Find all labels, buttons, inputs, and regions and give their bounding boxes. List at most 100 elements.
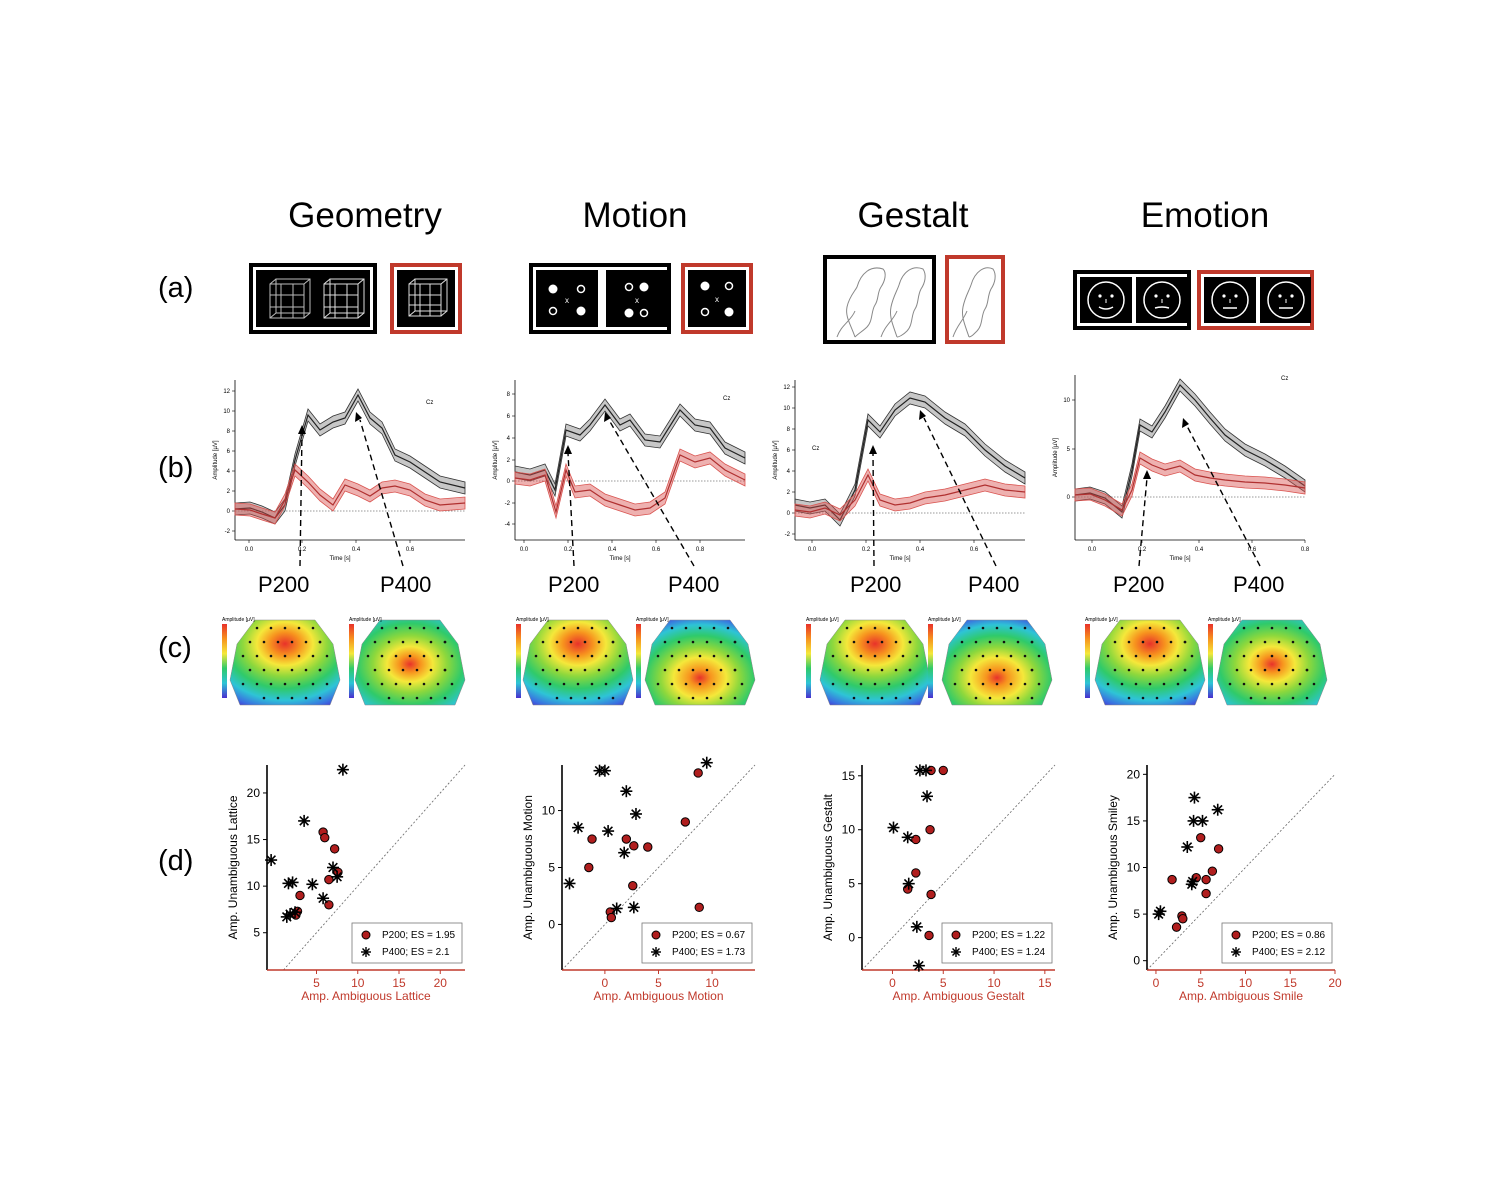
unambiguous-mean-line: [514, 404, 746, 492]
p200-point: [926, 889, 936, 900]
star-stroke: [621, 786, 632, 797]
electrode-dot: [838, 668, 842, 672]
electrode-dot: [726, 654, 730, 658]
electrode-dot: [290, 668, 294, 672]
electrode-dot: [1155, 696, 1159, 700]
electrode-dot: [443, 640, 447, 644]
electrode-dot: [562, 654, 566, 658]
y-tick-label: 0: [227, 509, 231, 515]
electrode-dot: [555, 640, 559, 644]
x-tick-label: 5: [313, 976, 320, 990]
p200-arrow-line: [1138, 477, 1148, 567]
x-tick-label: 0.8: [696, 547, 705, 553]
electrode-dot: [262, 668, 266, 672]
electrode-dot: [1298, 626, 1302, 630]
p200-point: [694, 902, 704, 913]
p200-arrow-line: [872, 452, 875, 567]
star-stroke: [290, 907, 300, 918]
row-label-a: (a): [158, 272, 194, 304]
electrode-dot: [1162, 654, 1166, 658]
star-stroke: [628, 902, 639, 913]
star-stroke: [564, 878, 575, 889]
row-label-b: (b): [158, 452, 194, 484]
peak-label-p400: P400: [1233, 572, 1285, 597]
star-stroke: [1188, 816, 1199, 826]
stimulus-smiley-ambiguous: [1197, 270, 1314, 330]
p400-point: [887, 821, 900, 834]
electrode-dot: [1037, 682, 1041, 686]
ambiguous-mean-line: [514, 454, 746, 515]
electrode-dot: [698, 682, 702, 686]
electrode-dot: [1242, 682, 1246, 686]
electrode-dot: [311, 682, 315, 686]
row-label-d: (d): [158, 845, 194, 877]
p200-point: [924, 930, 934, 941]
p400-point: [563, 877, 576, 890]
topomap-surface: [1094, 619, 1206, 706]
identity-line: [283, 764, 466, 971]
electrode-dot: [415, 696, 419, 700]
electrode-dot: [974, 640, 978, 644]
y-axis-label: Amplitude [µV]: [773, 440, 779, 479]
legend-box: [1221, 922, 1333, 964]
star-stroke: [1153, 909, 1164, 919]
electrode-dot: [276, 640, 280, 644]
p400-point: [1152, 908, 1165, 921]
p400-point: [627, 901, 640, 914]
star-stroke: [283, 878, 294, 889]
electrode-dot: [555, 696, 559, 700]
electrode-dot: [1127, 696, 1131, 700]
dots-icon: x: [624, 282, 649, 318]
electrode-dot: [325, 654, 329, 658]
scatter-plot: 0 5 10 15 20 0 5 10 15 20 Amp. Ambiguous Smile Amp.…: [1106, 765, 1342, 1003]
topomap-surface: [1216, 619, 1328, 706]
peak-label-p400: P400: [968, 572, 1020, 597]
electrode-dot: [1134, 654, 1138, 658]
electrode-dot: [953, 682, 957, 686]
electrode-dot: [611, 696, 615, 700]
electrode-dot: [733, 696, 737, 700]
lattice-icon: [408, 278, 448, 317]
electrode-dot: [590, 626, 594, 630]
electrode-dot: [887, 654, 891, 658]
electrode-dot: [422, 654, 426, 658]
p200-point: [320, 832, 330, 843]
dots-icon: x: [548, 284, 586, 316]
p400-point: [1181, 841, 1194, 853]
electrode-dot: [380, 626, 384, 630]
y-axis-label: Amplitude [µV]: [1053, 438, 1059, 477]
electrode-dot: [960, 640, 964, 644]
y-tick-label: 12: [783, 385, 790, 391]
electrode-dot: [1277, 640, 1281, 644]
scalp-topomap: Amplitude [µV]: [516, 617, 634, 706]
p200-point: [1167, 874, 1177, 885]
electrode-dot: [1298, 682, 1302, 686]
electrode-dot: [534, 682, 538, 686]
p400-point: [1196, 814, 1209, 827]
y-tick-label: 4: [227, 469, 231, 475]
electrode-dot: [845, 682, 849, 686]
x-tick-label: 20: [1328, 976, 1342, 990]
p200-point: [1178, 914, 1188, 924]
y-tick-label: -4: [505, 522, 511, 528]
electrode-dot: [387, 668, 391, 672]
electrode-dot: [1016, 696, 1020, 700]
electrode-dot: [436, 682, 440, 686]
electrode-dot: [1305, 640, 1309, 644]
electrode-dot: [541, 640, 545, 644]
y-tick-label: 5: [848, 877, 855, 891]
electrode-dot: [880, 696, 884, 700]
y-tick-label: 8: [227, 429, 231, 435]
electrode-dot: [1030, 696, 1034, 700]
electrode-dot: [1270, 682, 1274, 686]
stimulus-gestalt-unambiguous: [823, 255, 936, 344]
electrode-dot: [429, 668, 433, 672]
electrode-dot: [373, 640, 377, 644]
p400-point: [1188, 791, 1201, 804]
identity-line: [1146, 774, 1336, 971]
electrode-dot: [684, 682, 688, 686]
electrode-dot: [1120, 626, 1124, 630]
star-stroke: [631, 809, 641, 819]
star-stroke: [1189, 792, 1200, 803]
star-stroke: [281, 912, 292, 922]
